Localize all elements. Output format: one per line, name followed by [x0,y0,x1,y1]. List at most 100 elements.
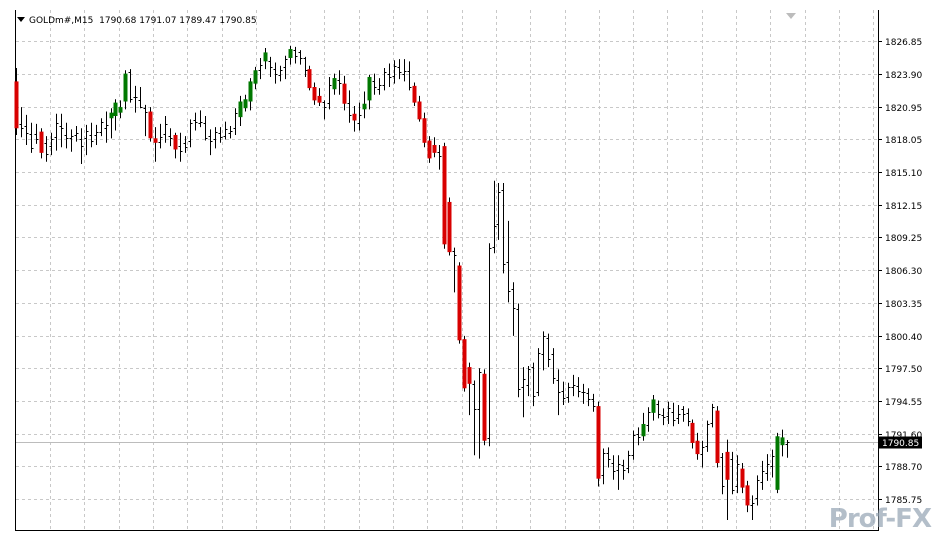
candle[interactable] [452,247,457,293]
candle[interactable] [661,408,666,426]
candle[interactable] [457,262,462,344]
candle[interactable] [516,303,521,398]
candle[interactable] [710,403,715,428]
candle[interactable] [158,123,163,149]
candle[interactable] [745,480,750,513]
candle[interactable] [94,124,99,146]
candle[interactable] [770,449,775,478]
candle[interactable] [586,388,591,407]
candle[interactable] [248,78,253,111]
candle[interactable] [681,406,686,422]
candle[interactable] [238,95,243,127]
candle[interactable] [14,68,19,135]
candle[interactable] [188,119,193,148]
candle[interactable] [49,132,54,156]
candle[interactable] [243,94,248,112]
candle[interactable] [208,129,213,156]
candle[interactable] [367,74,372,110]
candle[interactable] [427,136,432,163]
candle[interactable] [104,111,109,143]
candle[interactable] [621,459,626,480]
candle[interactable] [467,362,472,416]
candle[interactable] [571,374,576,397]
candle[interactable] [228,126,233,139]
candle[interactable] [442,142,447,249]
candle[interactable] [472,380,477,456]
candle[interactable] [312,82,317,105]
candle[interactable] [437,145,442,170]
candle[interactable] [591,393,596,412]
candle[interactable] [546,333,551,368]
candle[interactable] [342,75,347,111]
candle[interactable] [477,368,482,459]
candle[interactable] [223,121,228,140]
candle[interactable] [347,90,352,123]
candle[interactable] [775,432,780,494]
candle[interactable] [258,57,263,80]
candle[interactable] [695,432,700,460]
candle[interactable] [372,73,377,95]
candle[interactable] [601,448,606,485]
candle[interactable] [407,61,412,91]
candle[interactable] [651,394,656,421]
candle[interactable] [203,116,208,141]
candle[interactable] [755,475,760,506]
candle[interactable] [690,419,695,449]
candle[interactable] [39,128,44,159]
candle[interactable] [422,112,427,148]
candle[interactable] [671,402,676,427]
candle[interactable] [392,60,397,84]
candle[interactable] [765,454,770,481]
candle[interactable] [34,123,39,144]
candle[interactable] [760,460,765,490]
candle[interactable] [288,45,293,65]
candle[interactable] [730,451,735,495]
candle[interactable] [666,401,671,424]
candle[interactable] [417,95,422,122]
candle[interactable] [273,62,278,84]
candle[interactable] [64,122,69,149]
candle[interactable] [606,447,611,468]
candle[interactable] [362,91,367,119]
candle[interactable] [123,70,128,110]
candle[interactable] [541,331,546,371]
candle[interactable] [79,128,84,164]
candle[interactable] [566,382,571,403]
candle[interactable] [382,68,387,91]
candle[interactable] [173,132,178,159]
candle[interactable] [178,132,183,162]
candle[interactable] [198,110,203,128]
chart-shift-marker[interactable] [786,13,796,19]
candle[interactable] [133,85,138,113]
candle[interactable] [213,127,218,149]
candle[interactable] [561,381,566,406]
candle[interactable] [487,243,492,447]
candle[interactable] [536,348,541,397]
candle[interactable] [99,118,104,137]
candle[interactable] [496,182,501,240]
price-axis[interactable]: 1826.85 1823.90 1820.95 1818.05 1815.10 1812.… [878,38,922,506]
candle[interactable] [263,47,268,70]
candle[interactable] [322,100,327,120]
candle[interactable] [278,65,283,82]
candle[interactable] [327,76,332,110]
candle[interactable] [626,450,631,474]
candle[interactable] [636,427,641,446]
candle[interactable] [138,86,143,109]
candle[interactable] [556,369,561,416]
candle[interactable] [143,104,148,137]
candle[interactable] [387,63,392,87]
candle[interactable] [780,429,785,457]
candle[interactable] [740,463,745,494]
candle[interactable] [596,401,601,487]
candle[interactable] [492,180,497,254]
candle[interactable] [576,377,581,398]
candle[interactable] [307,65,312,91]
candle[interactable] [19,107,24,138]
candle[interactable] [163,116,168,143]
candle[interactable] [611,455,616,480]
candle[interactable] [402,59,407,82]
candle[interactable] [551,348,556,384]
candle[interactable] [109,108,114,139]
